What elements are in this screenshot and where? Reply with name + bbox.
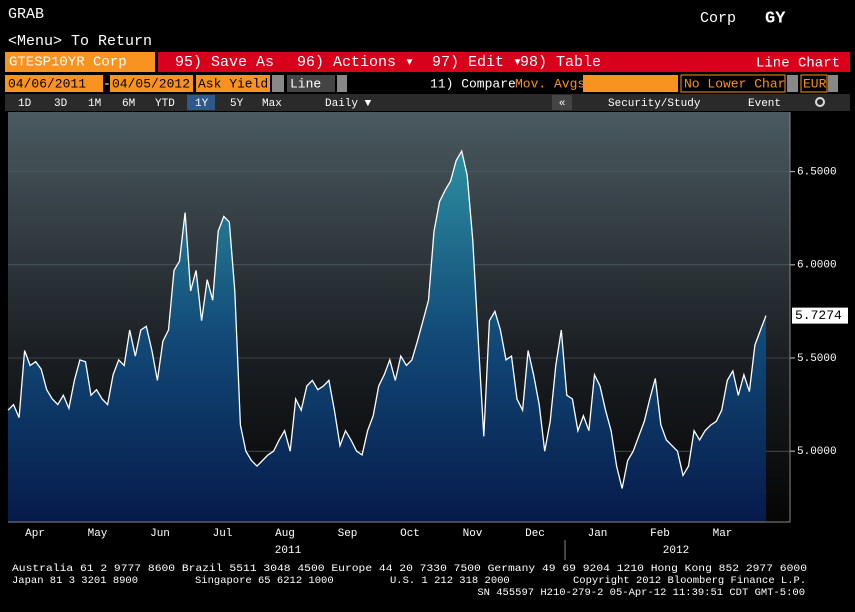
last-value-box	[792, 307, 848, 324]
menu: <Menu> To Return	[8, 33, 152, 50]
start[interactable]: 04/06/2011	[8, 76, 86, 91]
dropdown[interactable]	[337, 75, 347, 92]
study-button[interactable]: Security/Study	[608, 98, 701, 110]
study[interactable]: Mov. Avgs	[515, 76, 585, 91]
field[interactable]: Ask Yield	[198, 76, 268, 91]
y-tick-label: 5.0000	[797, 446, 837, 458]
footer: Singapore 65 6212 1000	[195, 575, 334, 587]
footer: Japan 81 3 3201 8900	[12, 575, 138, 587]
study-box[interactable]	[583, 75, 678, 92]
y-tick-label: 5.5000	[797, 353, 837, 365]
x-tick-label: Jun	[150, 528, 170, 540]
area	[8, 151, 766, 522]
settings-icon[interactable]	[815, 97, 825, 107]
year-label: 2012	[663, 545, 689, 557]
x-tick-label: Nov	[463, 528, 483, 540]
start-box[interactable]	[5, 75, 103, 92]
event-button[interactable]: Event	[748, 98, 781, 110]
dropdown[interactable]	[272, 75, 284, 92]
style[interactable]: Line	[290, 76, 321, 91]
footer: Copyright 2012 Bloomberg Finance L.P.	[573, 575, 806, 587]
dash: -	[103, 76, 111, 91]
style-box[interactable]	[287, 75, 335, 92]
view: Line Chart	[756, 56, 840, 72]
collapse[interactable]: «	[559, 98, 566, 110]
footer: Australia 61 2 9777 8600 Brazil 5511 304…	[12, 563, 807, 575]
end[interactable]: 04/05/2012	[112, 76, 190, 91]
security[interactable]: GTESP10YR Corp	[9, 55, 127, 71]
period-button[interactable]: YTD	[155, 98, 175, 110]
selected-button[interactable]	[187, 95, 215, 110]
menu-bar	[158, 52, 850, 72]
period-button[interactable]: Max	[262, 98, 282, 110]
compare[interactable]: 11) Compare	[430, 76, 516, 91]
yellow-key: Corp	[700, 10, 736, 27]
currency-box[interactable]	[800, 74, 828, 93]
currency[interactable]: EUR	[803, 76, 827, 91]
y-tick-label: 6.5000	[797, 167, 837, 179]
period-button[interactable]: 1M	[88, 98, 101, 110]
period-button[interactable]: 3D	[54, 98, 68, 110]
period-button[interactable]: 1Y	[195, 98, 209, 110]
security-box[interactable]	[5, 52, 155, 72]
dropdown[interactable]	[828, 75, 838, 92]
save-as[interactable]: 95) Save As	[175, 54, 274, 71]
lower-box[interactable]	[680, 74, 786, 93]
year-label: 2011	[275, 545, 302, 557]
site: GY	[765, 9, 786, 28]
x-tick-label: Jan	[588, 528, 608, 540]
period-bar	[5, 94, 850, 111]
x-tick-label: Aug	[275, 528, 295, 540]
frequency[interactable]: Daily ▼	[325, 98, 372, 110]
footer: U.S. 1 212 318 2000	[390, 575, 510, 587]
x-tick-label: May	[88, 528, 108, 540]
x-tick-label: Jul	[213, 528, 233, 540]
y-tick-label: 6.0000	[797, 260, 837, 272]
last-value-label: 5.7274	[795, 308, 842, 323]
function: GRAB	[8, 6, 44, 23]
collapse-box[interactable]	[552, 95, 572, 110]
x-tick-label: Sep	[338, 528, 358, 540]
footer: SN 455597 H210-279-2 05-Apr-12 11:39:51 …	[477, 587, 805, 599]
x-tick-label: Apr	[25, 528, 45, 540]
period-button[interactable]: 6M	[122, 98, 135, 110]
edit[interactable]: 97) Edit ▾	[432, 54, 522, 71]
table[interactable]: 98) Table	[520, 54, 601, 71]
lower[interactable]: No Lower Char	[684, 76, 785, 91]
period-button[interactable]: 5Y	[230, 98, 244, 110]
field-box[interactable]	[196, 75, 270, 92]
line	[7, 149, 767, 489]
end-box[interactable]	[110, 75, 193, 92]
x-tick-label: Mar	[713, 528, 733, 540]
actions[interactable]: 96) Actions ▾	[297, 54, 414, 71]
x-tick-label: Feb	[650, 528, 670, 540]
x-tick-label: Oct	[400, 528, 420, 540]
x-tick-label: Dec	[525, 528, 545, 540]
dropdown[interactable]	[787, 75, 798, 92]
period-button[interactable]: 1D	[18, 98, 32, 110]
